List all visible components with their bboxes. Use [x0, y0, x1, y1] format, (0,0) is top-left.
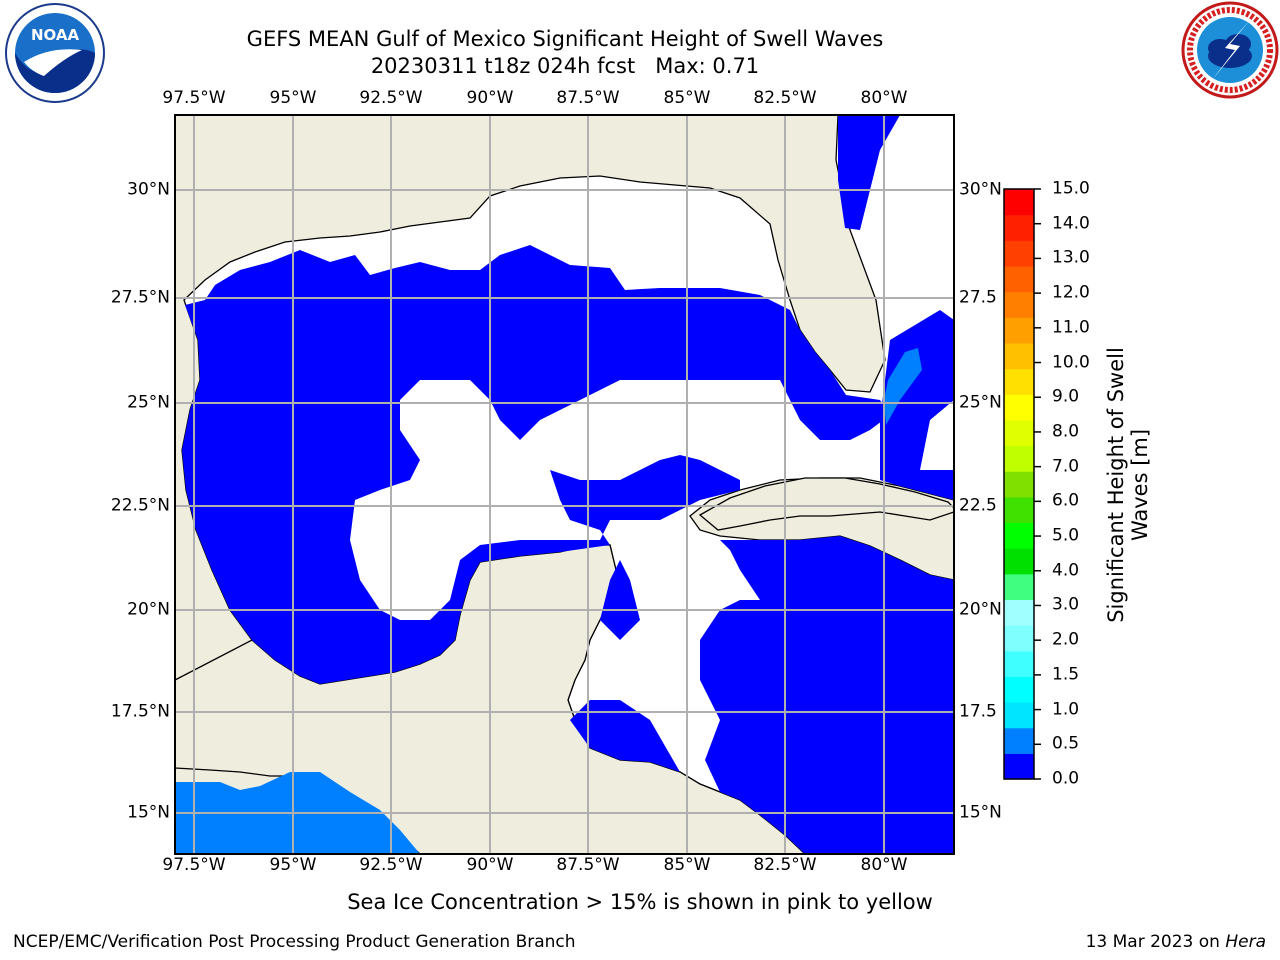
colorbar-tick-label: 14.0	[1052, 213, 1090, 234]
colorbar-segment	[1004, 317, 1034, 344]
map-subtitle: 20230311 t18z 024h fcst Max: 0.71	[370, 54, 760, 78]
colorbar-frame	[1003, 188, 1035, 780]
colorbar-tick-label: 4.0	[1052, 560, 1080, 581]
date-stamp: 13 Mar 2023 on Hera	[1086, 934, 1266, 951]
lon-tick-top: 85°W	[663, 88, 711, 108]
lat-tick-right: 25°N	[959, 392, 1002, 413]
lon-tick-top: 92.5°W	[359, 88, 423, 108]
lon-tick-bottom: 92.5°W	[359, 855, 423, 875]
sea-ice-caption: Sea Ice Concentration > 15% is shown in …	[347, 890, 933, 914]
map-frame	[174, 114, 955, 855]
lon-tick-top: 80°W	[860, 88, 908, 108]
map-title: GEFS MEAN Gulf of Mexico Significant Hei…	[246, 27, 884, 51]
colorbar-segment	[1004, 753, 1034, 780]
lat-tick-right: 22.5	[959, 495, 997, 516]
lon-tick-top: 97.5°W	[162, 88, 226, 108]
colorbar	[1004, 189, 1034, 780]
colorbar-segment	[1004, 548, 1034, 575]
lat-tick-left: 25°N	[127, 392, 170, 413]
colorbar-segment	[1004, 368, 1034, 395]
lat-tick-right: 30°N	[959, 179, 1002, 200]
colorbar-segment	[1004, 394, 1034, 421]
lon-tick-top: 82.5°W	[753, 88, 817, 108]
lon-tick-bottom: 80°W	[860, 855, 908, 875]
lon-tick-bottom: 95°W	[269, 855, 317, 875]
lat-tick-left: 15°N	[127, 802, 170, 823]
map-gridlines	[175, 115, 954, 854]
lon-tick-top: 87.5°W	[556, 88, 620, 108]
colorbar-segment	[1004, 419, 1034, 447]
lat-tick-left: 20°N	[127, 599, 170, 620]
colorbar-segment	[1004, 189, 1034, 216]
colorbar-tick-label: 7.0	[1052, 456, 1080, 477]
colorbar-segment	[1004, 291, 1034, 318]
noaa-logo-text: NOAA	[31, 26, 80, 44]
colorbar-tick-label: 11.0	[1052, 317, 1090, 338]
lat-tick-right: 20°N	[959, 599, 1002, 620]
colorbar-segment	[1004, 342, 1034, 370]
colorbar-segment	[1004, 676, 1034, 703]
colorbar-tickmarks	[1034, 188, 1041, 780]
lon-tick-bottom: 82.5°W	[753, 855, 817, 875]
colorbar-label-line1: Significant Height of Swell	[1103, 347, 1128, 623]
colorbar-segment	[1004, 471, 1034, 498]
colorbar-segment	[1004, 573, 1034, 601]
date-text: 13 Mar 2023 on	[1085, 932, 1220, 952]
cuba-land	[698, 477, 954, 531]
colorbar-segment	[1004, 265, 1034, 293]
colorbar-tick-label: 9.0	[1052, 386, 1080, 407]
colorbar-tick-label: 3.0	[1052, 594, 1080, 615]
lon-tick-bottom: 90°W	[466, 855, 514, 875]
machine-name: Hera	[1225, 932, 1266, 952]
nws-logo-icon	[1181, 1, 1279, 99]
lat-tick-left: 30°N	[127, 179, 170, 200]
lon-tick-bottom: 87.5°W	[556, 855, 620, 875]
colorbar-tick-label: 0.0	[1052, 768, 1080, 789]
colorbar-segment	[1004, 727, 1034, 754]
colorbar-tick-label: 12.0	[1052, 282, 1090, 303]
colorbar-tick-label: 1.0	[1052, 699, 1080, 720]
colorbar-segment	[1004, 214, 1034, 241]
lat-tick-right: 17.5	[959, 701, 997, 722]
colorbar-tick-label: 0.5	[1052, 733, 1080, 754]
colorbar-label: Significant Height of Swell Waves [m]	[1104, 347, 1152, 623]
colorbar-segment	[1004, 445, 1034, 472]
colorbar-segment	[1004, 496, 1034, 524]
credit-text: NCEP/EMC/Verification Post Processing Pr…	[13, 932, 576, 952]
colorbar-segment	[1004, 702, 1034, 729]
lat-tick-left: 27.5°N	[110, 287, 170, 308]
lat-tick-right: 15°N	[959, 802, 1002, 823]
lat-tick-left: 17.5°N	[110, 701, 170, 722]
colorbar-segment	[1004, 650, 1034, 677]
colorbar-segment	[1004, 240, 1034, 267]
colorbar-segment	[1004, 599, 1034, 626]
colorbar-tick-label: 8.0	[1052, 421, 1080, 442]
colorbar-tick-label: 5.0	[1052, 525, 1080, 546]
colorbar-tick-label: 2.0	[1052, 629, 1080, 650]
noaa-logo-icon: NOAA	[5, 3, 105, 103]
lat-tick-right: 27.5	[959, 287, 997, 308]
colorbar-segment	[1004, 522, 1034, 549]
lat-tick-left: 22.5°N	[110, 495, 170, 516]
colorbar-label-line2: Waves [m]	[1128, 428, 1152, 542]
colorbar-tick-label: 13.0	[1052, 247, 1090, 268]
colorbar-tick-label: 6.0	[1052, 490, 1080, 511]
colorbar-tick-label: 1.5	[1052, 664, 1080, 685]
lon-tick-bottom: 85°W	[663, 855, 711, 875]
colorbar-segment	[1004, 625, 1034, 652]
swell-field-low	[182, 115, 954, 854]
colorbar-tick-label: 10.0	[1052, 352, 1090, 373]
lon-tick-top: 90°W	[466, 88, 514, 108]
lon-tick-bottom: 97.5°W	[162, 855, 226, 875]
colorbar-tick-label: 15.0	[1052, 178, 1090, 199]
lon-tick-top: 95°W	[269, 88, 317, 108]
